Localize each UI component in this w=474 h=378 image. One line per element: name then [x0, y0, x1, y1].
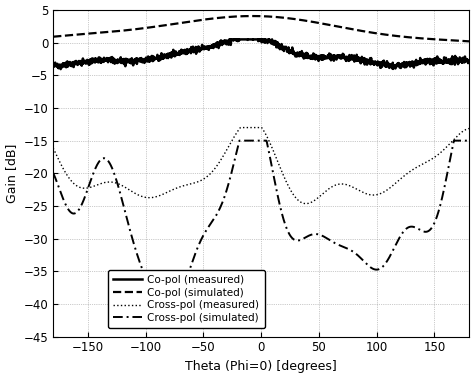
- Cross-pol (measured): [303, 201, 309, 206]
- Co-pol (simulated): [213, 16, 219, 20]
- Line: Cross-pol (measured): Cross-pol (measured): [53, 127, 469, 204]
- Co-pol (simulated): [325, 22, 331, 27]
- Line: Cross-pol (simulated): Cross-pol (simulated): [53, 141, 469, 304]
- Co-pol (simulated): [394, 34, 400, 38]
- X-axis label: Theta (Phi=0) [degrees]: Theta (Phi=0) [degrees]: [185, 360, 337, 373]
- Co-pol (measured): [326, 54, 331, 58]
- Cross-pol (simulated): [224, 187, 229, 192]
- Co-pol (simulated): [250, 14, 255, 18]
- Cross-pol (simulated): [394, 240, 400, 245]
- Cross-pol (simulated): [142, 274, 148, 279]
- Co-pol (measured): [224, 38, 229, 43]
- Cross-pol (simulated): [214, 212, 219, 217]
- Cross-pol (simulated): [237, 138, 242, 143]
- Co-pol (measured): [143, 56, 148, 61]
- Cross-pol (simulated): [466, 138, 472, 143]
- Co-pol (simulated): [142, 26, 148, 30]
- Co-pol (simulated): [224, 15, 229, 19]
- Y-axis label: Gain [dB]: Gain [dB]: [5, 144, 18, 203]
- Cross-pol (measured): [213, 164, 219, 169]
- Cross-pol (measured): [224, 148, 229, 153]
- Co-pol (simulated): [50, 34, 56, 39]
- Co-pol (measured): [214, 41, 219, 46]
- Cross-pol (measured): [394, 180, 400, 184]
- Cross-pol (measured): [466, 126, 472, 131]
- Cross-pol (measured): [238, 125, 244, 130]
- Cross-pol (simulated): [50, 170, 56, 175]
- Co-pol (measured): [50, 62, 56, 67]
- Co-pol (measured): [227, 37, 232, 42]
- Cross-pol (measured): [326, 187, 331, 191]
- Legend: Co-pol (measured), Co-pol (simulated), Cross-pol (measured), Cross-pol (simulate: Co-pol (measured), Co-pol (simulated), C…: [108, 270, 264, 328]
- Co-pol (measured): [58, 67, 64, 71]
- Co-pol (measured): [394, 62, 400, 67]
- Line: Co-pol (simulated): Co-pol (simulated): [53, 16, 469, 41]
- Cross-pol (simulated): [326, 237, 331, 242]
- Co-pol (simulated): [466, 39, 472, 43]
- Co-pol (simulated): [429, 37, 435, 42]
- Cross-pol (simulated): [156, 302, 162, 306]
- Cross-pol (measured): [50, 146, 56, 150]
- Cross-pol (measured): [142, 195, 148, 200]
- Cross-pol (simulated): [430, 224, 436, 229]
- Co-pol (measured): [430, 60, 436, 64]
- Line: Co-pol (measured): Co-pol (measured): [53, 39, 469, 69]
- Cross-pol (measured): [430, 156, 436, 161]
- Co-pol (measured): [466, 58, 472, 63]
